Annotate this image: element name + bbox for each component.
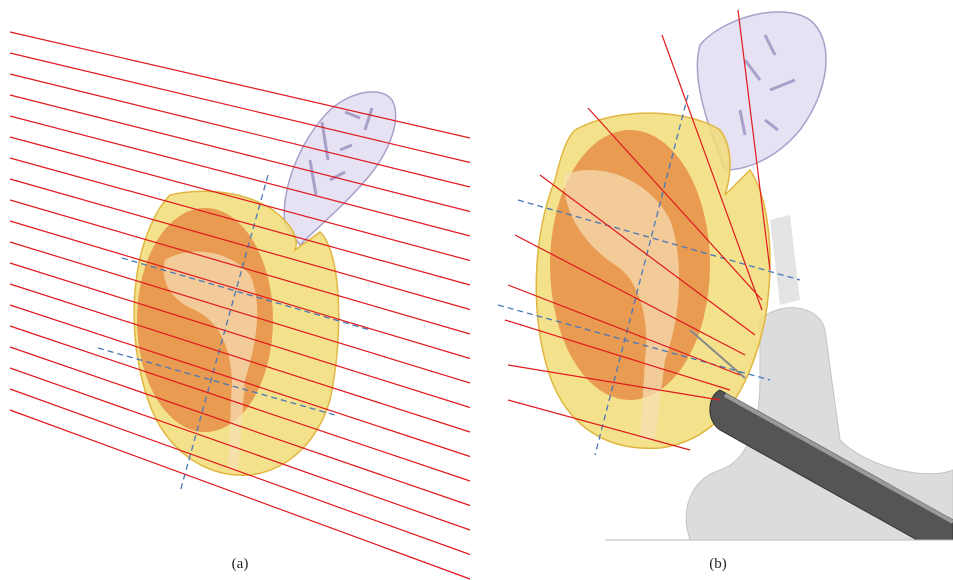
scan-line: [10, 53, 470, 163]
figure: (a) (b): [0, 0, 953, 580]
scan-line: [10, 32, 470, 138]
scan-line: [10, 95, 470, 212]
caption: (a): [232, 556, 249, 572]
bone-shadow: [770, 215, 800, 305]
panel-b: [498, 10, 953, 560]
panel-a: (a): [10, 32, 470, 579]
scan-line: [10, 74, 470, 187]
caption: (b): [709, 556, 727, 572]
